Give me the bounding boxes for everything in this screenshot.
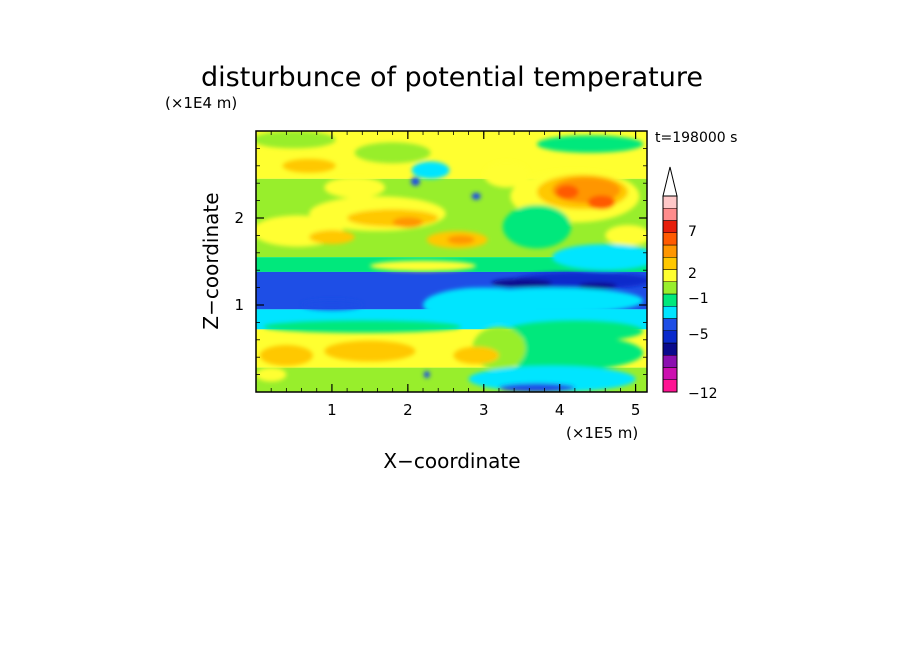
contour-blob-21: [447, 235, 475, 245]
contour-blob-33: [491, 335, 644, 371]
contour-blob-1: [354, 142, 431, 164]
colorbar-cell-7: [662, 293, 678, 307]
contour-blob-8: [483, 161, 530, 188]
contour-blob-31: [263, 320, 461, 333]
contour-blob-19: [309, 230, 355, 245]
colorbar-cell-1: [662, 367, 678, 380]
contour-blob-40: [423, 371, 430, 379]
contour-blob-37: [453, 346, 499, 365]
colorbar-cell-9: [662, 269, 678, 282]
contour-blob-30: [301, 299, 363, 311]
contour-blob-41: [256, 367, 287, 382]
x-tick-label-1: 1: [327, 401, 337, 419]
contour-blob-27: [578, 282, 617, 290]
contour-blob-32: [506, 320, 644, 342]
colorbar-cell-4: [662, 330, 678, 344]
contour-blob-35: [259, 345, 313, 366]
contour-blob-16: [347, 209, 439, 227]
colorbar-label-minus12: −12: [688, 386, 718, 402]
contour-blob-22: [605, 224, 647, 246]
colorbar-cell-5: [662, 318, 678, 331]
contour-blob-23: [552, 244, 647, 271]
blob-layer: [256, 131, 647, 392]
x-tick-label-5: 5: [631, 401, 641, 419]
plot-frame: [255, 130, 648, 393]
colorbar-cell-12: [662, 232, 678, 246]
y-axis: 12: [234, 147, 647, 376]
x-tick-label-4: 4: [555, 401, 565, 419]
x-axis: 1 2 3 4 5: [270, 131, 641, 419]
y-tick-label-1: 1: [234, 296, 244, 314]
colorbar-cell-3: [662, 342, 678, 356]
colorbar-label-7: 7: [688, 224, 697, 240]
contour-blob-29: [460, 287, 644, 314]
x-axis-label: X−coordinate: [383, 449, 520, 473]
colorbar-cell-14: [662, 208, 678, 221]
contour-blob-39: [498, 383, 575, 392]
colorbar-label-2: 2: [688, 266, 697, 282]
contour-blob-6: [471, 192, 481, 200]
colorbar-cell-15: [662, 195, 678, 209]
colorbar-cell-0: [662, 379, 678, 393]
colorbar-frame: [662, 195, 678, 393]
contour-blob-2: [536, 135, 644, 153]
colorbar-cell-2: [662, 355, 678, 368]
contour-blob-36: [324, 340, 416, 362]
contour-blob-26: [491, 278, 553, 288]
colorbar-cell-6: [662, 306, 678, 319]
x-unit-label: (×1E5 m): [566, 424, 638, 442]
time-label: t=198000 s: [655, 130, 737, 146]
plot-area: [256, 131, 647, 392]
colorbar-label-minus1: −1: [688, 291, 709, 307]
contour-blob-5: [410, 177, 420, 186]
contour-blob-24: [369, 260, 477, 272]
contour-blob-13: [587, 195, 616, 210]
chart-title: disturbunce of potential temperature: [201, 62, 703, 93]
contour-blob-0: [256, 131, 336, 149]
y-tick-label-2: 2: [234, 209, 244, 227]
x-tick-label-2: 2: [403, 401, 413, 419]
colorbar-cell-13: [662, 220, 678, 233]
colorbar: 7 2 −1 −5 −12: [662, 166, 718, 402]
contour-blob-3: [282, 158, 336, 173]
colorbar-cell-10: [662, 257, 678, 270]
colorbar-cell-11: [662, 244, 678, 258]
x-tick-label-3: 3: [479, 401, 489, 419]
y-axis-label: Z−coordinate: [199, 192, 223, 329]
colorbar-cell-8: [662, 281, 678, 295]
contour-blob-7: [324, 177, 386, 198]
colorbar-arrow: [662, 166, 678, 197]
contour-blob-12: [555, 184, 579, 199]
contour-blob-14: [502, 204, 572, 249]
contour-blob-4: [411, 161, 450, 179]
contour-blob-17: [392, 217, 424, 228]
y-unit-label: (×1E4 m): [165, 94, 237, 112]
colorbar-label-minus5: −5: [688, 327, 709, 343]
